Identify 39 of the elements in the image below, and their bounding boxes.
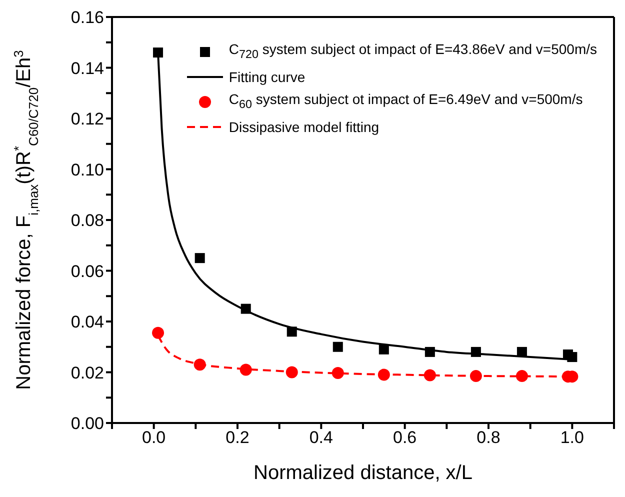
- point: [240, 364, 252, 376]
- point: [516, 370, 528, 382]
- y-tick-label: 0.00: [70, 414, 104, 434]
- point: [240, 304, 251, 314]
- y-tick-label: 0.02: [70, 363, 104, 382]
- y-tick-label: 0.10: [70, 160, 104, 180]
- point: [153, 48, 164, 58]
- y-tick-label: 0.12: [70, 110, 104, 129]
- point: [470, 346, 481, 357]
- point: [194, 358, 206, 371]
- y-tick-label: 0.06: [70, 262, 104, 281]
- x-tick-label: 0.2: [226, 428, 250, 448]
- legend-label: C$_{60}$ system subject ot impact of E=6.49eV and v=500m/s: [228, 90, 583, 113]
- point: [332, 367, 344, 380]
- point: [378, 368, 390, 381]
- x-tick-label: 0.4: [309, 428, 333, 448]
- y-tick-label: 0.04: [70, 312, 104, 332]
- point: [152, 326, 164, 339]
- x-tick-label: 0.0: [142, 428, 166, 448]
- y-tick-label: 0.08: [70, 211, 104, 230]
- point: [378, 344, 389, 354]
- point: [424, 369, 436, 382]
- legend-label: Dissipasive model fitting: [228, 118, 380, 137]
- x-axis-title: Normalized distance, x/L: [254, 462, 472, 484]
- point: [424, 346, 435, 357]
- x-tick-label: 0.6: [393, 428, 417, 448]
- point: [332, 342, 343, 352]
- point: [194, 253, 205, 264]
- x-tick-label: 0.8: [476, 428, 500, 448]
- y-tick-label: 0.14: [70, 58, 104, 78]
- y-tick-label: 0.16: [70, 8, 104, 28]
- legend-label: C$_{720}$ system subject ot impact of E=43.86eV and v=500m/s: [228, 40, 597, 63]
- point: [286, 366, 298, 378]
- point: [516, 346, 527, 357]
- point: [286, 326, 297, 337]
- point: [470, 370, 482, 382]
- point: [567, 352, 578, 362]
- x-tick-label: 1.0: [560, 428, 584, 448]
- legend-label: Fitting curve: [228, 68, 306, 87]
